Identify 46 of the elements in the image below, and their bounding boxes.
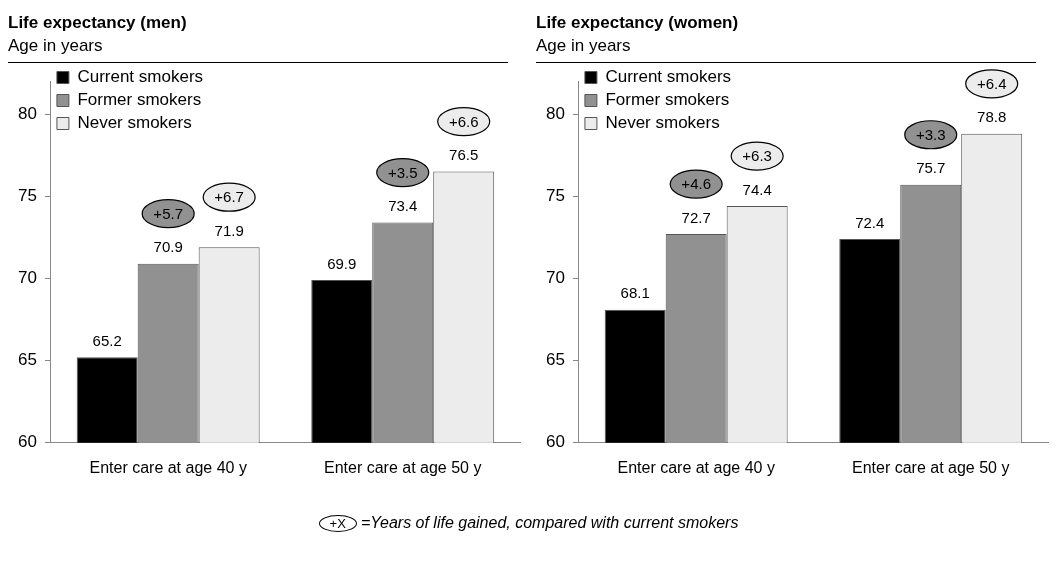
x-tick-label: Enter care at age 50 y: [852, 458, 1010, 476]
legend-label: Current smokers: [605, 67, 732, 87]
data-label: 71.9: [214, 221, 244, 239]
legend-label: Current smokers: [77, 67, 204, 87]
data-label: 68.1: [620, 284, 650, 302]
y-tick-label: 75: [545, 185, 565, 205]
legend-label: Never smokers: [77, 113, 192, 133]
y-tick-label: 75: [17, 185, 37, 205]
y-tick-label: 80: [545, 103, 565, 123]
annotation: +6.3: [742, 147, 772, 165]
y-tick-label: 65: [17, 350, 37, 370]
data-label: 70.9: [153, 238, 183, 256]
chart-subtitle: Age in years: [8, 35, 104, 57]
data-label: 73.4: [388, 197, 418, 215]
data-label: 78.8: [977, 108, 1007, 126]
y-tick-label: 70: [545, 268, 565, 288]
data-label: 72.7: [681, 208, 711, 226]
annotation: +3.5: [387, 163, 418, 181]
legend-label: Former smokers: [605, 90, 730, 110]
data-label: 65.2: [92, 331, 122, 349]
chart-title: Life expectancy (men): [8, 12, 188, 34]
chart-subtitle: Age in years: [536, 35, 632, 57]
legend-label: Never smokers: [605, 113, 720, 133]
data-label: 69.9: [327, 254, 357, 272]
legend-label: Former smokers: [77, 90, 202, 110]
text: +X: [318, 515, 357, 532]
data-label: 76.5: [449, 146, 479, 164]
x-tick-label: Enter care at age 40 y: [89, 458, 247, 476]
y-tick-label: 70: [17, 268, 37, 288]
text: =Years of life gained, compared with current smokers: [360, 514, 739, 531]
annotation: +6.7: [214, 188, 244, 206]
x-tick-label: Enter care at age 50 y: [324, 458, 482, 476]
annotation: +6.4: [976, 74, 1007, 92]
y-tick-label: 60: [545, 432, 565, 452]
data-label: 75.7: [916, 159, 946, 177]
y-tick-label: 65: [545, 350, 565, 370]
annotation: +6.6: [448, 112, 479, 130]
data-label: 72.4: [855, 213, 885, 231]
data-label: 74.4: [742, 180, 772, 198]
y-tick-label: 60: [17, 432, 37, 452]
y-tick-label: 80: [17, 103, 37, 123]
annotation: +4.6: [681, 175, 711, 193]
annotation: +3.3: [915, 125, 946, 143]
chart-title: Life expectancy (women): [536, 12, 740, 34]
annotation: +5.7: [153, 204, 183, 222]
x-tick-label: Enter care at age 40 y: [617, 458, 775, 476]
